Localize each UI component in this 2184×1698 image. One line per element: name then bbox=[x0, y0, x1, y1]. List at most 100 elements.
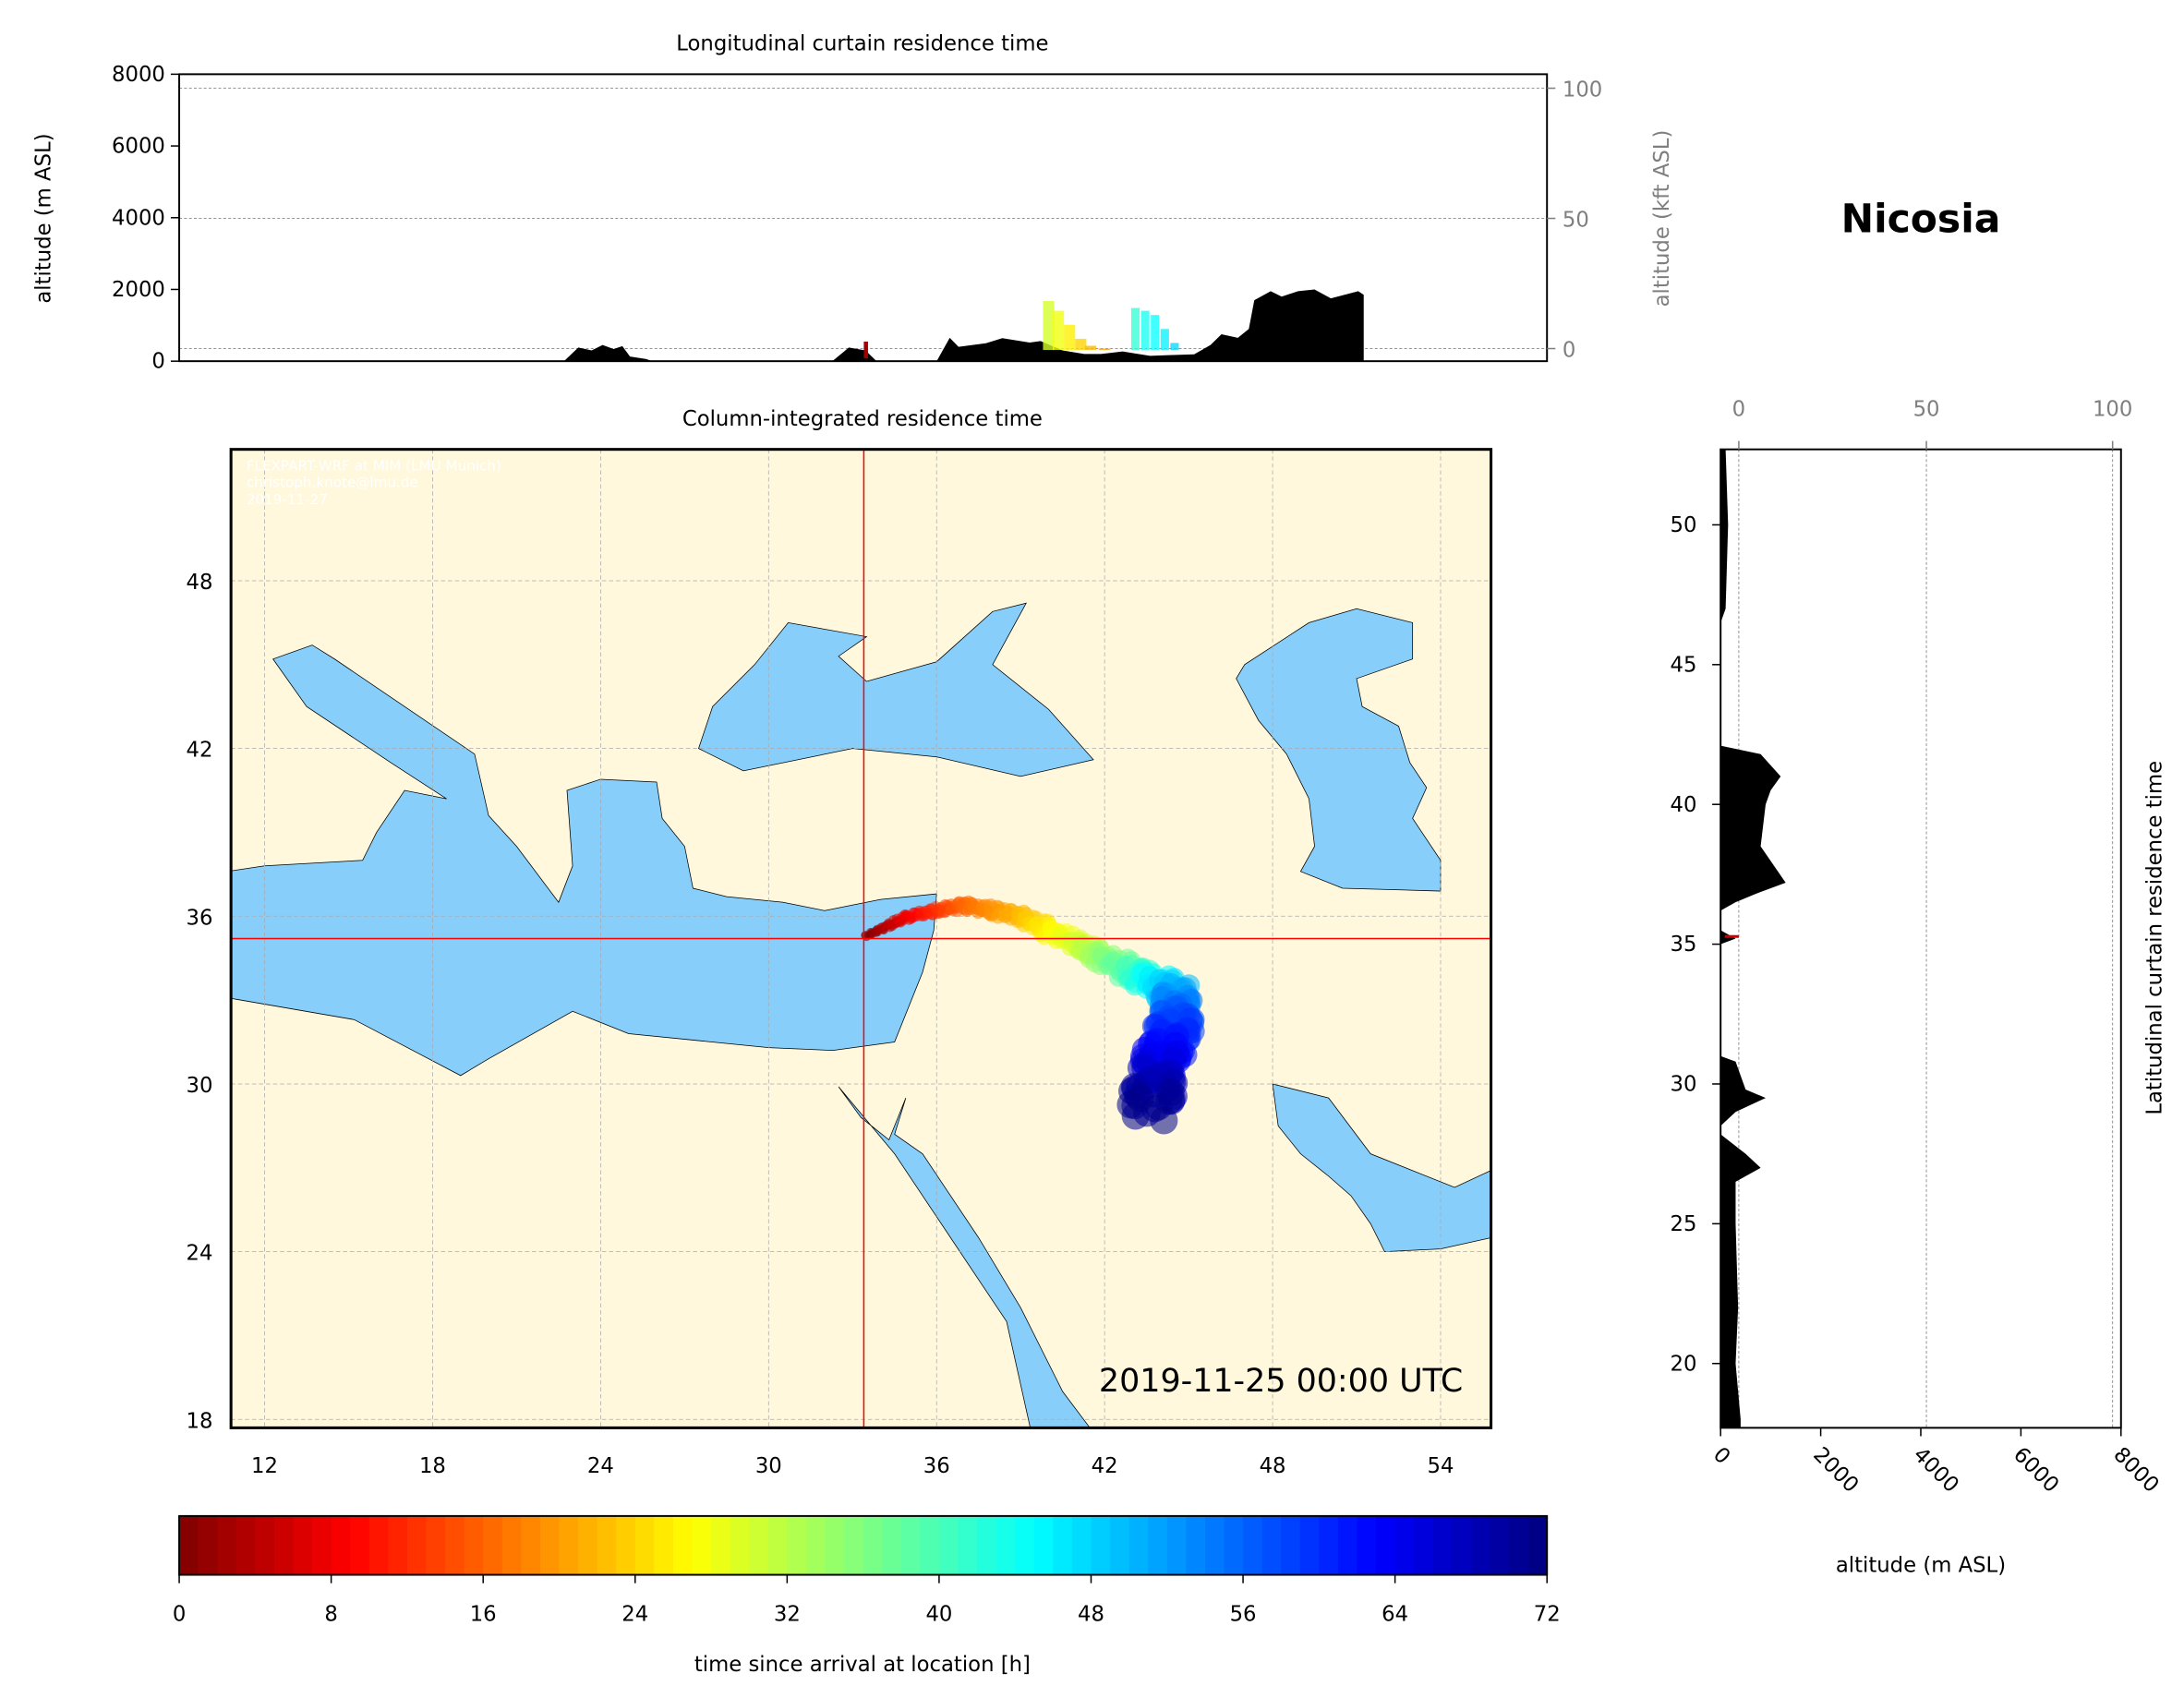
map-ytick-label: 30 bbox=[186, 1074, 212, 1098]
colorbar-bin bbox=[426, 1515, 446, 1575]
colorbar-bin bbox=[882, 1515, 902, 1575]
colorbar-bin bbox=[1414, 1515, 1434, 1575]
map-title: Column-integrated residence time bbox=[682, 407, 1043, 431]
map-xtick-label: 12 bbox=[251, 1454, 278, 1478]
plume-cell bbox=[1150, 1106, 1178, 1135]
colorbar-bin bbox=[331, 1515, 351, 1575]
right-ytick-label: 45 bbox=[1670, 653, 1696, 677]
right-plume-cell bbox=[1724, 934, 1739, 938]
top-terrain-profile bbox=[563, 289, 1364, 362]
colorbar-bin bbox=[388, 1515, 408, 1575]
colorbar-bin bbox=[692, 1515, 712, 1575]
plume-cell bbox=[1156, 1078, 1185, 1106]
colorbar-bin bbox=[1452, 1515, 1472, 1575]
colorbar-bin bbox=[1319, 1515, 1339, 1575]
right-ytick-label: 25 bbox=[1670, 1212, 1696, 1236]
top-plume-cell bbox=[1084, 345, 1097, 351]
latitudinal-curtain-panel: 0 50 100 0 2000 4000 6000 8000 20 25 30 35 40 45 50 al… bbox=[1670, 397, 2166, 1577]
colorbar-bin bbox=[483, 1515, 503, 1575]
colorbar-bin bbox=[464, 1515, 484, 1575]
sea-black_sea bbox=[698, 602, 1094, 777]
sea-caspian bbox=[1236, 608, 1442, 892]
colorbar-bin bbox=[977, 1515, 997, 1575]
colorbar-bin bbox=[900, 1515, 922, 1575]
colorbar-bin bbox=[787, 1515, 807, 1575]
map-xtick-label: 18 bbox=[419, 1454, 446, 1478]
colorbar-bin bbox=[767, 1515, 789, 1575]
right-xtick-top-label: 50 bbox=[1913, 397, 1940, 421]
colorbar-bin bbox=[255, 1515, 275, 1575]
colorbar-bin bbox=[1394, 1515, 1415, 1575]
colorbar-bin bbox=[1204, 1515, 1225, 1575]
map-panel: Column-integrated residence time FLEXPAR… bbox=[186, 407, 1493, 1478]
colorbar-bin bbox=[559, 1515, 579, 1575]
map-xtick-label: 48 bbox=[1260, 1454, 1286, 1478]
right-xtick-top-label: 0 bbox=[1732, 397, 1745, 421]
colorbar-bin bbox=[293, 1515, 313, 1575]
top-ytick-label: 6000 bbox=[112, 135, 165, 159]
colorbar-bin bbox=[730, 1515, 750, 1575]
colorbar-bin bbox=[597, 1515, 617, 1575]
colorbar-label: time since arrival at location [h] bbox=[694, 1653, 1031, 1677]
top-ytick-right-label: 0 bbox=[1563, 339, 1575, 363]
colorbar-tick-label: 72 bbox=[1534, 1603, 1561, 1627]
colorbar-bin bbox=[539, 1515, 561, 1575]
right-xtick-label: 6000 bbox=[2009, 1443, 2063, 1498]
colorbar-bin bbox=[179, 1515, 199, 1575]
colorbar-bin bbox=[1071, 1515, 1092, 1575]
right-ytick-label: 30 bbox=[1670, 1073, 1696, 1097]
colorbar-bin bbox=[406, 1515, 428, 1575]
colorbar-bin bbox=[805, 1515, 827, 1575]
top-plume-cell bbox=[1130, 307, 1140, 351]
top-ytick-right-label: 50 bbox=[1563, 209, 1589, 233]
colorbar-bin bbox=[1376, 1515, 1396, 1575]
colorbar-bin bbox=[217, 1515, 237, 1575]
colorbar-tick-label: 64 bbox=[1382, 1603, 1408, 1627]
location-name: Nicosia bbox=[1841, 198, 2001, 243]
map-ytick-label: 42 bbox=[186, 739, 212, 763]
colorbar-bin bbox=[1490, 1515, 1510, 1575]
top-plume-cell bbox=[1099, 348, 1111, 351]
right-xtick-label: 0 bbox=[1708, 1443, 1735, 1470]
colorbar-bin bbox=[1053, 1515, 1073, 1575]
longitudinal-curtain-panel: Longitudinal curtain residence time 0 200… bbox=[32, 32, 1675, 374]
colorbar-bin bbox=[368, 1515, 390, 1575]
colorbar-bin bbox=[1015, 1515, 1035, 1575]
colorbar-bin bbox=[1110, 1515, 1130, 1575]
right-ylabel: Latitudinal curtain residence time bbox=[2143, 761, 2167, 1115]
top-plume-cell bbox=[1043, 300, 1055, 351]
colorbar-tick-label: 48 bbox=[1078, 1603, 1104, 1627]
colorbar-bin bbox=[863, 1515, 883, 1575]
top-plume-cell bbox=[1140, 310, 1150, 351]
top-ylabel-right: altitude (kft ASL) bbox=[1650, 130, 1674, 307]
map-xtick-label: 42 bbox=[1092, 1454, 1118, 1478]
sea-red_sea bbox=[838, 1086, 1091, 1428]
top-plume-cell bbox=[1064, 324, 1076, 351]
top-plume-cell bbox=[1170, 343, 1179, 351]
colorbar: 0 8 16 24 32 40 48 56 64 72 time since arrival at… bbox=[173, 1514, 1561, 1677]
colorbar-bin bbox=[1243, 1515, 1263, 1575]
right-terrain-profile bbox=[1720, 449, 1786, 1428]
top-plume-cell bbox=[1075, 338, 1087, 351]
colorbar-bin bbox=[1186, 1515, 1206, 1575]
colorbar-bin bbox=[445, 1515, 465, 1575]
map-xtick-label: 54 bbox=[1428, 1454, 1454, 1478]
watermark-line-3: 2019-11-27 bbox=[247, 491, 328, 508]
colorbar-tick-label: 40 bbox=[925, 1603, 952, 1627]
colorbar-bin bbox=[920, 1515, 940, 1575]
map-xtick-label: 24 bbox=[587, 1454, 614, 1478]
colorbar-bin bbox=[749, 1515, 769, 1575]
map-ytick-label: 24 bbox=[186, 1242, 212, 1266]
colorbar-tick-label: 0 bbox=[173, 1603, 186, 1627]
top-ytick-label: 0 bbox=[151, 350, 164, 374]
top-panel-title: Longitudinal curtain residence time bbox=[676, 32, 1048, 56]
colorbar-bin bbox=[616, 1515, 636, 1575]
colorbar-bin bbox=[1148, 1515, 1168, 1575]
top-ytick-label: 4000 bbox=[112, 206, 165, 230]
top-plume-cell bbox=[1160, 329, 1169, 351]
sea-mediterranean bbox=[231, 644, 937, 1077]
right-xtick-label: 2000 bbox=[1808, 1443, 1863, 1498]
top-ytick-label: 8000 bbox=[112, 63, 165, 87]
colorbar-bin bbox=[995, 1515, 1016, 1575]
colorbar-bin bbox=[1091, 1515, 1111, 1575]
